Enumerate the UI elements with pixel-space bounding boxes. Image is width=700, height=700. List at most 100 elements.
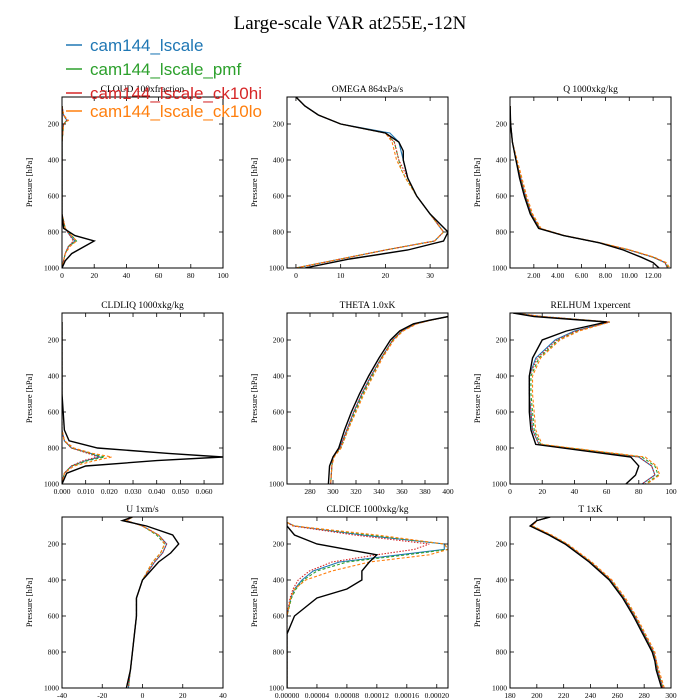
y-tick-label: 600 [273, 408, 285, 417]
plot-frame [286, 96, 449, 269]
series-line-4 [125, 517, 166, 688]
y-tick-label: 1000 [44, 264, 59, 273]
x-tick-label: 40 [571, 487, 579, 496]
x-tick-label: 30 [426, 271, 434, 280]
plot-frame [286, 516, 449, 689]
x-tick-label: 280 [639, 691, 651, 700]
x-tick-label: 240 [585, 691, 597, 700]
x-tick-label: 40 [219, 691, 227, 700]
legend-entry-3: cam144_lscale_ck10hi [66, 84, 262, 103]
x-tick-label: 12.00 [645, 271, 662, 280]
x-tick-label: 20 [382, 271, 390, 280]
x-tick-label: 0.00020 [425, 691, 450, 700]
series-line-3 [125, 517, 168, 688]
x-tick-label: 0.050 [172, 487, 189, 496]
y-tick-label: 400 [496, 576, 508, 585]
y-tick-label: 800 [48, 228, 60, 237]
series-line-reference [62, 322, 223, 484]
plot-frame [61, 516, 224, 689]
y-tick-label: 600 [496, 612, 508, 621]
series-line-3 [510, 105, 668, 268]
y-tick-label: 400 [48, 576, 60, 585]
series-line-4 [295, 97, 445, 268]
series-line-1 [295, 97, 445, 268]
series-line-1 [62, 322, 102, 484]
x-tick-label: 20 [538, 487, 546, 496]
panels-group: CLOUD 100xfraction Pressure [hPa] 200 400 60… [24, 84, 677, 700]
series-group [295, 97, 448, 268]
series-line-4 [510, 105, 671, 268]
series-line-3 [287, 521, 430, 688]
legend-label: cam144_lscale_ck10hi [90, 84, 262, 103]
x-tick-label: 100 [217, 271, 229, 280]
series-line-3 [530, 517, 664, 688]
y-tick-label: 400 [48, 156, 60, 165]
y-tick-label: 1000 [492, 264, 507, 273]
plot-frame [61, 96, 224, 269]
y-tick-label: 1000 [44, 684, 59, 693]
y-axis-label: Pressure [hPa] [472, 578, 482, 628]
legend-entry-1: cam144_lscale [66, 36, 203, 55]
series-line-4 [62, 105, 78, 268]
y-tick-label: 200 [273, 336, 285, 345]
y-tick-label: 200 [48, 540, 60, 549]
y-tick-label: 600 [273, 192, 285, 201]
x-tick-label: 0.030 [125, 487, 142, 496]
y-tick-label: 400 [496, 156, 508, 165]
series-group [119, 517, 180, 688]
x-tick-label: 0.00008 [335, 691, 360, 700]
panel-title: T 1xK [578, 505, 603, 515]
y-tick-label: 1000 [44, 480, 59, 489]
panel-title: U 1xm/s [126, 505, 159, 515]
legend: cam144_lscale cam144_lscale_pmf cam144_lsc… [66, 36, 262, 121]
series-line-reference [510, 105, 660, 268]
series-line-1 [510, 105, 668, 268]
plot-frame [286, 312, 449, 485]
x-tick-label: 320 [350, 487, 362, 496]
x-tick-label: 0.00012 [365, 691, 390, 700]
x-tick-label: 260 [612, 691, 624, 700]
plot-frame [509, 312, 672, 485]
panel-title: Q 1000xkg/kg [563, 85, 618, 95]
series-line-4 [330, 316, 448, 484]
series-line-reference [295, 97, 448, 268]
x-tick-label: 0.020 [101, 487, 118, 496]
y-tick-label: 800 [48, 648, 60, 657]
y-axis-label: Pressure [hPa] [24, 374, 34, 424]
series-line-2 [513, 313, 659, 484]
y-tick-label: 200 [48, 120, 60, 129]
y-axis-label: Pressure [hPa] [472, 374, 482, 424]
x-tick-label: 60 [603, 487, 611, 496]
y-tick-label: 800 [273, 648, 285, 657]
y-tick-label: 600 [48, 612, 60, 621]
y-tick-label: 400 [496, 372, 508, 381]
legend-entry-4: cam144_lscale_ck10lo [66, 102, 262, 121]
x-tick-label: 8.00 [599, 271, 612, 280]
x-tick-label: 400 [442, 487, 454, 496]
y-tick-label: 400 [273, 156, 285, 165]
legend-entry-2: cam144_lscale_pmf [66, 60, 241, 79]
y-tick-label: 800 [273, 228, 285, 237]
x-tick-label: 380 [419, 487, 431, 496]
x-tick-label: 220 [558, 691, 570, 700]
series-line-2 [125, 517, 166, 688]
x-tick-label: 0.00004 [305, 691, 330, 700]
series-line-1 [513, 313, 656, 484]
series-line-2 [62, 322, 105, 484]
x-tick-label: 0.000 [54, 487, 71, 496]
y-tick-label: 600 [48, 408, 60, 417]
series-line-3 [295, 97, 445, 268]
x-tick-label: 300 [327, 487, 339, 496]
x-tick-label: 6.00 [575, 271, 588, 280]
x-tick-label: -20 [97, 691, 107, 700]
panel-title: CLOUD 100xfraction [101, 84, 185, 95]
series-line-4 [531, 517, 665, 688]
x-tick-label: 80 [635, 487, 643, 496]
y-tick-label: 600 [496, 192, 508, 201]
y-tick-label: 1000 [492, 480, 507, 489]
